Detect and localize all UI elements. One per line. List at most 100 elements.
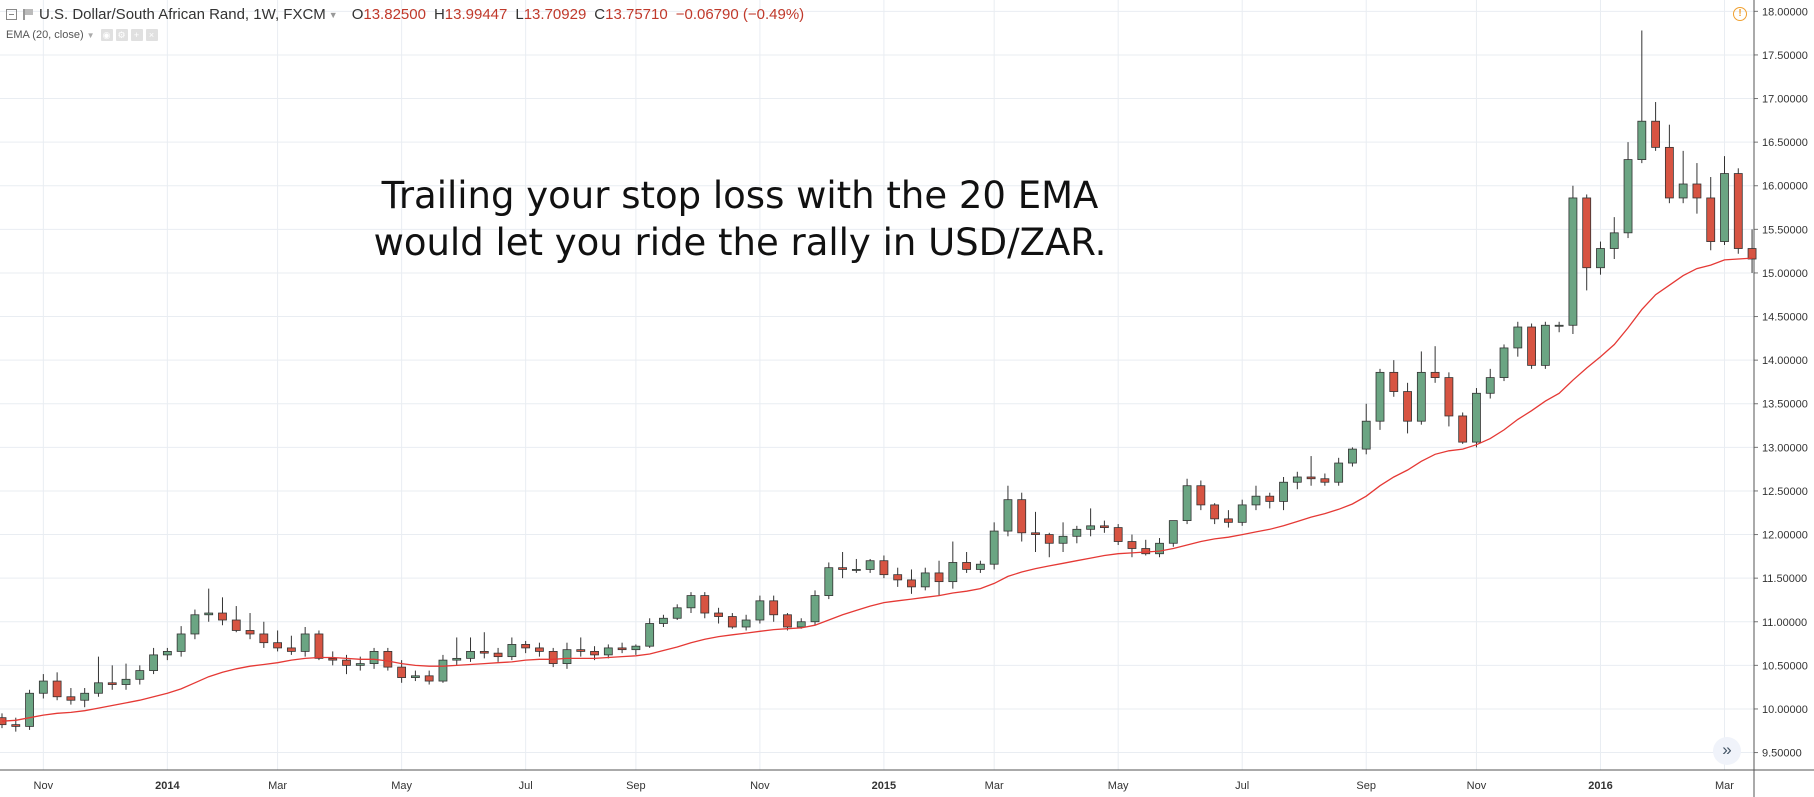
candle-down[interactable]	[535, 647, 544, 652]
candle-down[interactable]	[590, 651, 599, 656]
candle-down[interactable]	[700, 595, 710, 614]
candle-up[interactable]	[466, 651, 475, 659]
candle-down[interactable]	[66, 696, 76, 701]
candle-down[interactable]	[1100, 525, 1109, 528]
candle-down[interactable]	[286, 647, 296, 652]
candle-down[interactable]	[1017, 499, 1027, 534]
eye-icon[interactable]: ◉	[100, 29, 113, 41]
candle-down[interactable]	[907, 579, 916, 588]
candle-up[interactable]	[562, 649, 572, 665]
candle-down[interactable]	[548, 651, 558, 665]
candle-up[interactable]	[1086, 525, 1096, 530]
candle-up[interactable]	[1348, 448, 1357, 464]
candle-down[interactable]	[11, 724, 21, 727]
candle-down[interactable]	[1582, 197, 1592, 269]
symbol-title[interactable]: U.S. Dollar/South African Rand, 1W, FXCM	[39, 6, 326, 23]
flag-icon[interactable]	[23, 9, 33, 20]
candle-up[interactable]	[1375, 371, 1385, 422]
candle-down[interactable]	[934, 572, 944, 583]
candle-up[interactable]	[204, 612, 214, 616]
candle-up[interactable]	[149, 654, 158, 671]
candle-down[interactable]	[576, 649, 586, 652]
candle-up[interactable]	[1513, 326, 1523, 349]
candle-down[interactable]	[1265, 495, 1275, 502]
candle-down[interactable]	[1403, 391, 1412, 422]
candle-down[interactable]	[424, 675, 434, 682]
candle-down[interactable]	[231, 619, 241, 631]
candle-down[interactable]	[1651, 120, 1660, 148]
candle-down[interactable]	[328, 657, 338, 661]
alert-icon[interactable]: !	[1733, 7, 1747, 21]
candle-up[interactable]	[1623, 159, 1633, 234]
collapse-icon[interactable]	[6, 9, 17, 20]
candle-down[interactable]	[1320, 478, 1330, 483]
candle-down[interactable]	[245, 630, 255, 635]
candle-down[interactable]	[273, 642, 283, 649]
candle-up[interactable]	[1720, 173, 1729, 242]
candle-down[interactable]	[879, 560, 889, 576]
candle-down[interactable]	[521, 644, 531, 649]
candle-up[interactable]	[1554, 324, 1564, 327]
ema-line[interactable]	[1, 257, 1753, 722]
candle-down[interactable]	[727, 616, 737, 628]
candle-up[interactable]	[989, 530, 999, 565]
candle-up[interactable]	[1279, 481, 1288, 502]
gear-icon[interactable]: ⚙	[115, 29, 128, 41]
candle-up[interactable]	[1472, 392, 1481, 443]
candle-up[interactable]	[631, 645, 641, 651]
candle-down[interactable]	[783, 614, 792, 628]
candle-down[interactable]	[1458, 415, 1468, 443]
candle-down[interactable]	[1733, 173, 1743, 249]
candle-down[interactable]	[769, 600, 779, 616]
plus-icon[interactable]: +	[130, 29, 143, 41]
candle-up[interactable]	[755, 600, 765, 621]
candle-down[interactable]	[1747, 248, 1757, 260]
candle-down[interactable]	[52, 680, 62, 698]
candle-up[interactable]	[121, 678, 131, 685]
candle-up[interactable]	[38, 680, 48, 694]
candle-down[interactable]	[1031, 532, 1040, 535]
candle-up[interactable]	[1251, 495, 1261, 506]
candle-down[interactable]	[1306, 476, 1316, 480]
candle-up[interactable]	[920, 572, 930, 588]
candle-up[interactable]	[645, 623, 655, 647]
candle-up[interactable]	[975, 563, 985, 570]
candle-up[interactable]	[1485, 377, 1495, 394]
candle-up[interactable]	[1596, 248, 1605, 269]
scroll-to-realtime-button[interactable]: »	[1713, 737, 1741, 765]
candle-down[interactable]	[107, 682, 117, 685]
candle-up[interactable]	[300, 633, 310, 652]
candle-up[interactable]	[1361, 420, 1371, 450]
candle-up[interactable]	[162, 651, 172, 656]
candle-up[interactable]	[452, 657, 462, 661]
candle-down[interactable]	[714, 612, 723, 617]
chevron-down-icon[interactable]: ▼	[86, 30, 95, 40]
candle-up[interactable]	[1155, 542, 1164, 555]
candle-up[interactable]	[1637, 120, 1647, 160]
candle-up[interactable]	[1540, 324, 1550, 366]
candle-down[interactable]	[1444, 377, 1454, 417]
candle-up[interactable]	[796, 621, 806, 628]
chevron-down-icon[interactable]: ▼	[328, 9, 338, 20]
candle-up[interactable]	[948, 562, 958, 583]
candle-down[interactable]	[962, 562, 971, 570]
candle-up[interactable]	[659, 617, 668, 624]
candle-down[interactable]	[1113, 527, 1123, 542]
candle-down[interactable]	[218, 612, 227, 621]
candle-up[interactable]	[686, 595, 696, 609]
candle-down[interactable]	[383, 651, 393, 668]
candle-up[interactable]	[603, 647, 613, 656]
candle-up[interactable]	[1416, 371, 1426, 422]
candle-up[interactable]	[355, 663, 365, 666]
candle-up[interactable]	[1058, 535, 1068, 544]
candle-down[interactable]	[1706, 197, 1716, 242]
candle-up[interactable]	[1292, 476, 1302, 483]
candle-down[interactable]	[1224, 518, 1233, 523]
candle-up[interactable]	[810, 595, 820, 623]
candle-up[interactable]	[80, 692, 90, 701]
candle-down[interactable]	[1141, 548, 1151, 555]
indicator-title[interactable]: EMA (20, close)	[6, 29, 84, 41]
candle-down[interactable]	[1389, 371, 1399, 392]
candle-up[interactable]	[851, 569, 861, 571]
